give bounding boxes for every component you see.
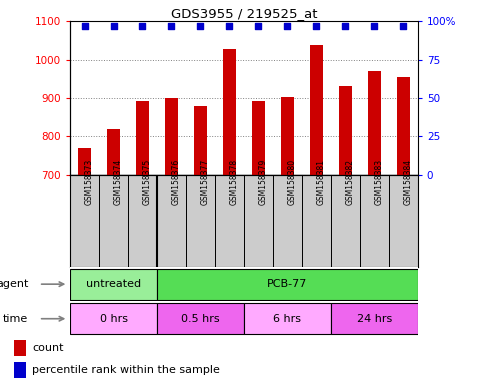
Text: untreated: untreated [86,279,141,289]
Point [313,23,320,29]
Bar [194,106,207,175]
Bar [360,175,389,267]
Bar [157,303,244,334]
Bar [368,71,381,175]
Point [341,23,349,29]
Text: GSM158380: GSM158380 [287,159,297,205]
Text: PCB-77: PCB-77 [267,279,308,289]
Bar [310,45,323,175]
Bar [70,303,157,334]
Text: 0.5 hrs: 0.5 hrs [181,314,220,324]
Bar [107,129,120,175]
Bar [165,98,178,175]
Point [139,23,146,29]
Bar [136,101,149,175]
Bar [331,175,360,267]
Text: GSM158375: GSM158375 [142,159,152,205]
Bar [70,175,99,267]
Bar [223,49,236,175]
Point [226,23,233,29]
Text: percentile rank within the sample: percentile rank within the sample [32,365,220,375]
Text: GSM158379: GSM158379 [258,159,268,205]
Text: 6 hrs: 6 hrs [273,314,301,324]
Point [255,23,262,29]
Point [370,23,378,29]
Bar [14,362,26,378]
Bar [70,269,157,300]
Bar [339,86,352,175]
Bar [244,175,273,267]
Text: GSM158373: GSM158373 [85,159,94,205]
Text: GSM158376: GSM158376 [171,159,181,205]
Point [399,23,407,29]
Bar [397,77,410,175]
Bar [244,303,331,334]
Bar [128,175,157,267]
Text: GSM158381: GSM158381 [316,159,326,205]
Bar [389,175,418,267]
Bar [157,175,186,267]
Bar [99,175,128,267]
Bar [281,97,294,175]
Bar [252,101,265,175]
Point [284,23,291,29]
Text: count: count [32,343,63,353]
Text: 24 hrs: 24 hrs [357,314,392,324]
Point [168,23,175,29]
Title: GDS3955 / 219525_at: GDS3955 / 219525_at [170,7,317,20]
Text: 0 hrs: 0 hrs [99,314,128,324]
Bar [157,269,418,300]
Text: GSM158378: GSM158378 [229,159,239,205]
Text: GSM158374: GSM158374 [114,159,123,205]
Bar [78,148,91,175]
Bar [215,175,244,267]
Point [197,23,204,29]
Text: GSM158384: GSM158384 [403,159,412,205]
Text: GSM158377: GSM158377 [200,159,210,205]
Point [110,23,117,29]
Text: GSM158382: GSM158382 [345,159,355,205]
Bar [14,341,26,356]
Text: agent: agent [0,279,28,289]
Bar [331,303,418,334]
Text: time: time [3,314,28,324]
Bar [273,175,302,267]
Bar [186,175,215,267]
Text: GSM158383: GSM158383 [374,159,384,205]
Bar [302,175,331,267]
Point [81,23,88,29]
